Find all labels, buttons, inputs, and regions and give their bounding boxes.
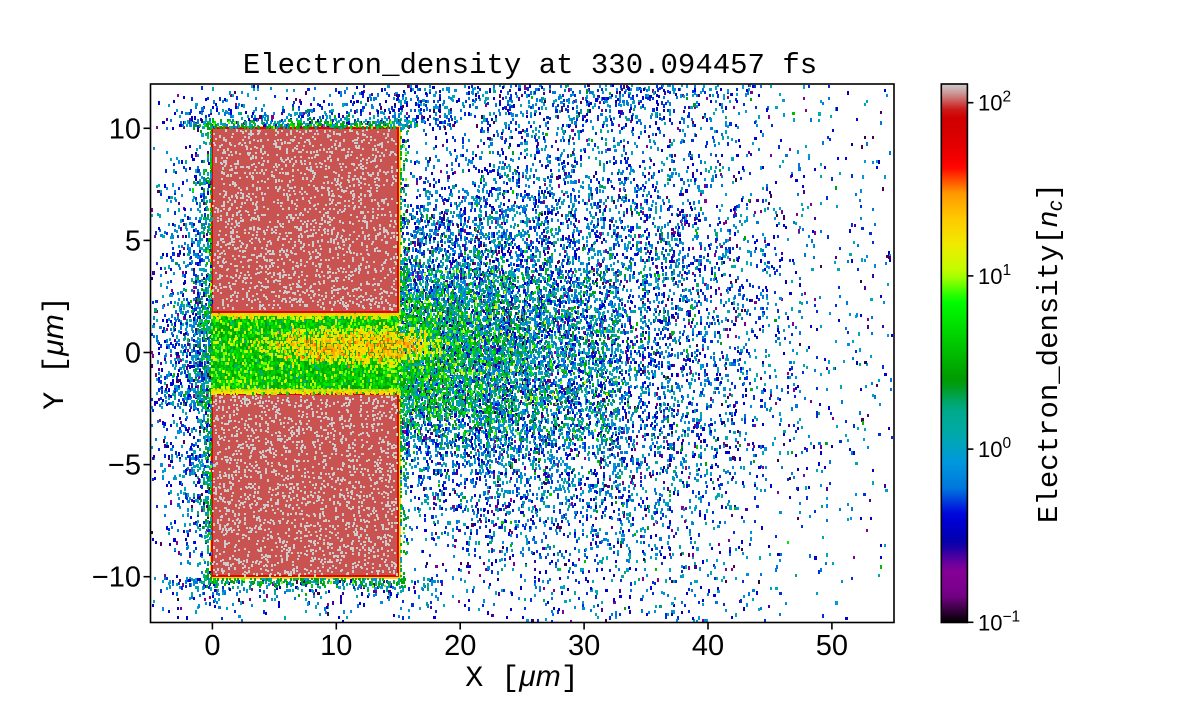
svg-text:0: 0 <box>125 338 141 370</box>
svg-text:Electron_density at 330.094457: Electron_density at 330.094457 fs <box>243 49 817 82</box>
svg-text:Y [μm]: Y [μm] <box>37 296 73 409</box>
svg-text:40: 40 <box>692 630 724 662</box>
svg-text:20: 20 <box>444 630 476 662</box>
svg-text:30: 30 <box>568 630 600 662</box>
svg-text:X [μm]: X [μm] <box>465 660 578 696</box>
svg-text:−5: −5 <box>108 450 141 482</box>
svg-text:10: 10 <box>109 113 141 145</box>
svg-text:0: 0 <box>204 630 220 662</box>
svg-text:50: 50 <box>816 630 848 662</box>
svg-text:10: 10 <box>320 630 352 662</box>
svg-text:−10: −10 <box>92 562 141 594</box>
svg-text:5: 5 <box>125 225 141 257</box>
svg-text:Electron_density[nc]: Electron_density[nc] <box>1032 183 1067 523</box>
